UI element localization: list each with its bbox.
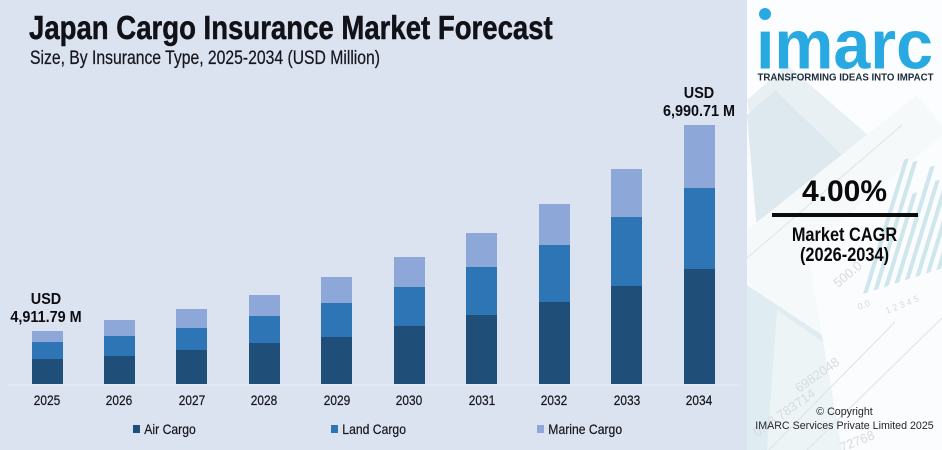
svg-text:0.0: 0.0 [856,298,871,312]
svg-text:ımarc: ımarc [756,6,933,84]
svg-text:TRANSFORMING IDEAS INTO IMPACT: TRANSFORMING IDEAS INTO IMPACT [758,73,935,84]
